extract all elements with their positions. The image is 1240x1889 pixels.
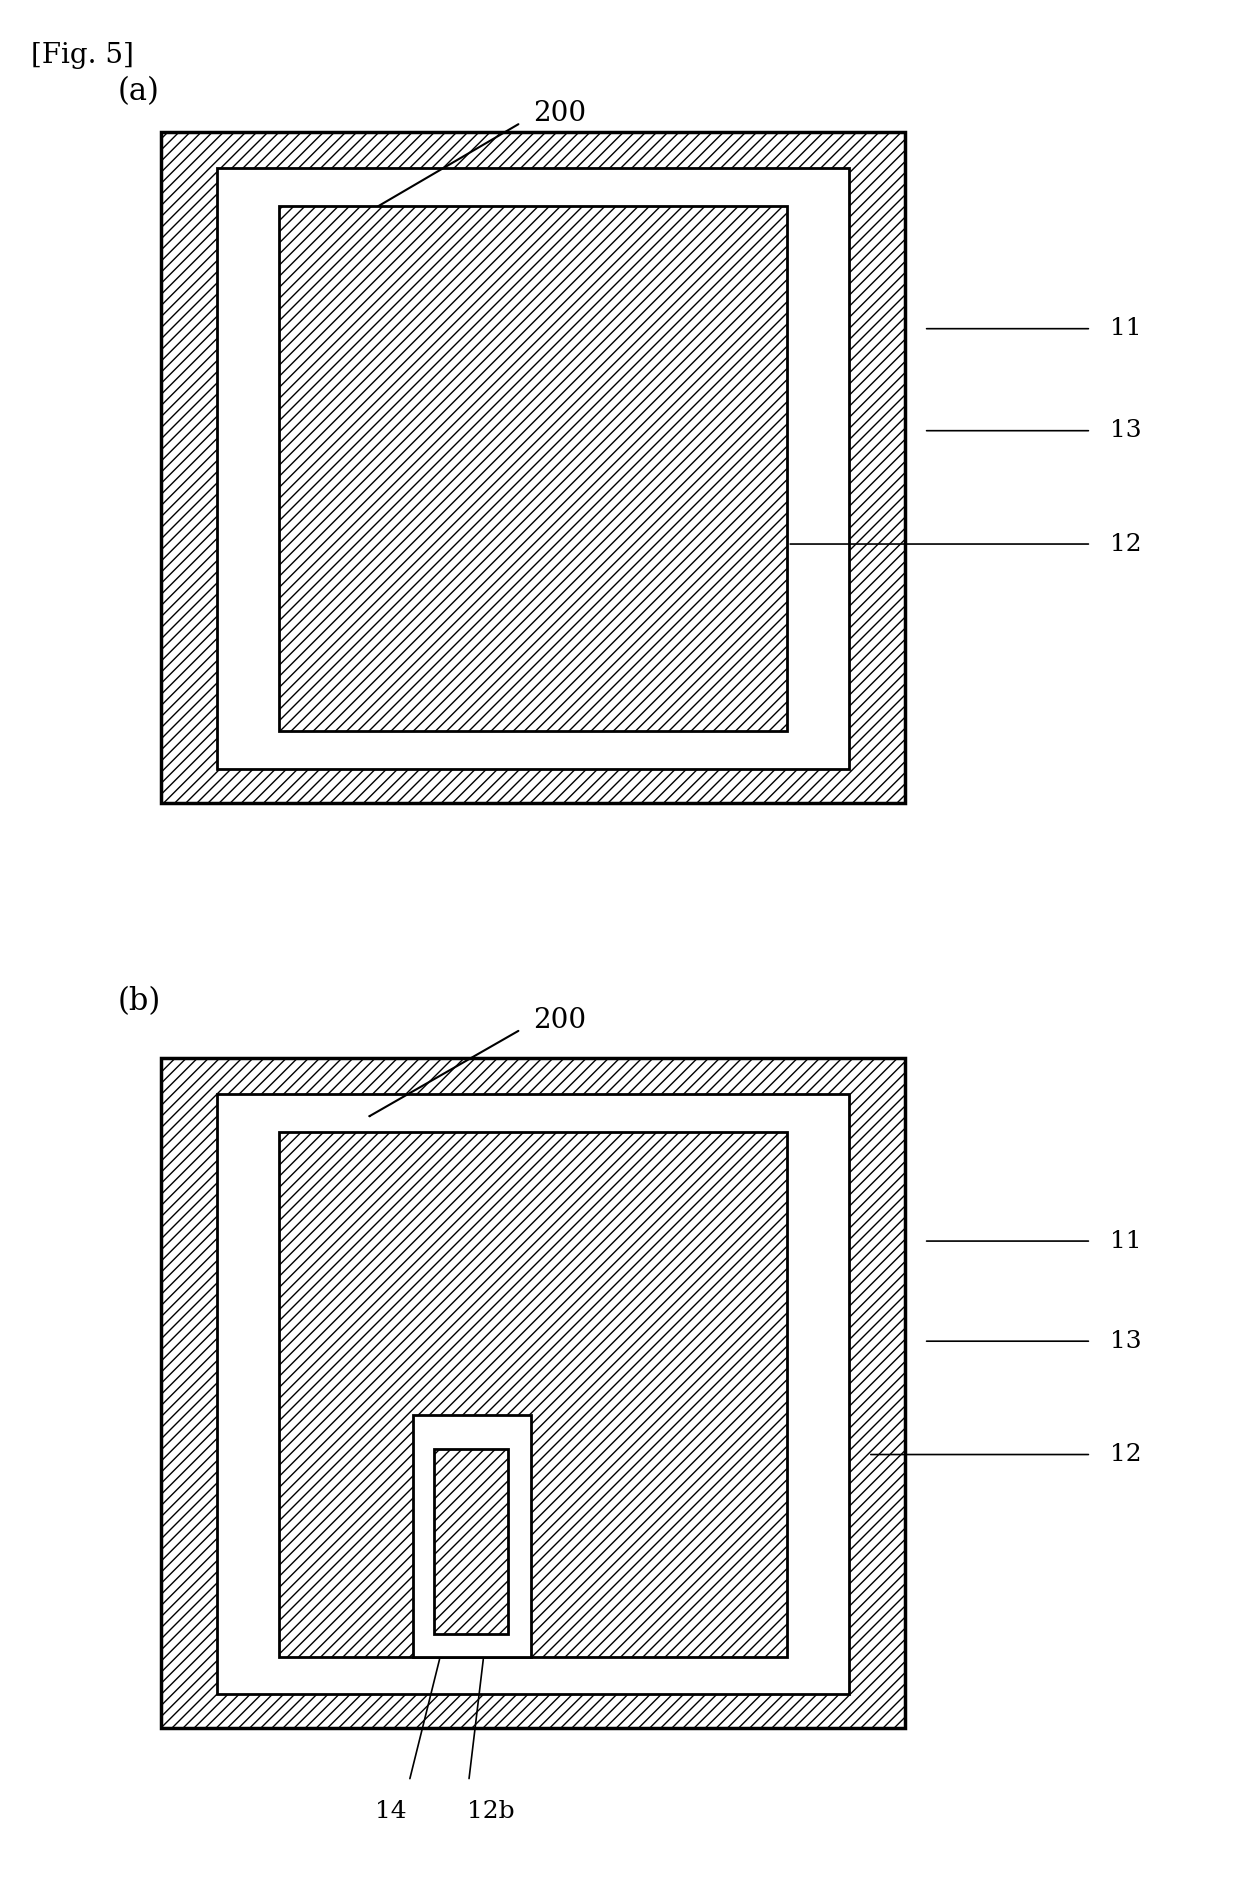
Text: 12: 12	[1110, 1443, 1142, 1466]
Bar	[161, 132, 905, 803]
Bar	[279, 206, 787, 731]
Bar	[413, 1415, 531, 1657]
Text: 11: 11	[1110, 317, 1141, 340]
Text: (b): (b)	[118, 986, 161, 1016]
Text: 14: 14	[374, 1800, 407, 1823]
Text: 12: 12	[1110, 533, 1142, 555]
Text: 200: 200	[533, 100, 587, 127]
Bar	[279, 1132, 787, 1657]
Bar	[161, 1058, 905, 1728]
Text: 200: 200	[533, 1007, 587, 1033]
Text: [Fig. 5]: [Fig. 5]	[31, 42, 134, 68]
Text: 11: 11	[1110, 1230, 1141, 1252]
Text: 13: 13	[1110, 419, 1142, 442]
Bar	[217, 1094, 849, 1694]
Bar	[434, 1449, 508, 1634]
Text: (a): (a)	[118, 76, 160, 106]
Text: 12b: 12b	[467, 1800, 515, 1823]
Text: 13: 13	[1110, 1330, 1142, 1353]
Bar	[217, 168, 849, 769]
